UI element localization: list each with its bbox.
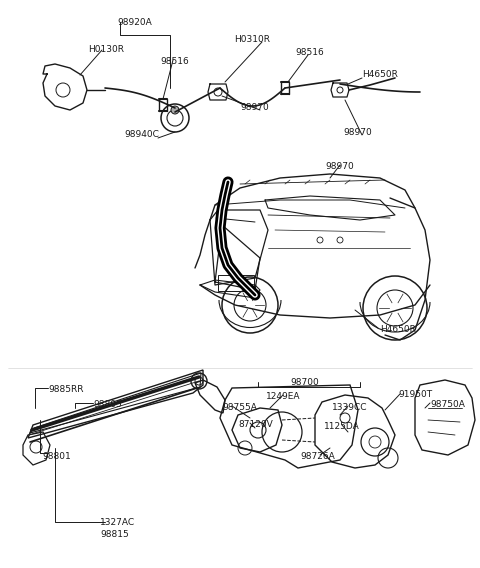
Text: 1327AC: 1327AC: [100, 518, 135, 527]
Text: H4650R: H4650R: [362, 70, 398, 79]
Text: 98726A: 98726A: [300, 452, 336, 461]
Text: 98750A: 98750A: [430, 400, 465, 409]
Text: H0130R: H0130R: [88, 45, 124, 54]
Text: 91950T: 91950T: [398, 390, 432, 399]
Text: 98516: 98516: [296, 48, 324, 57]
Text: 98815: 98815: [100, 530, 129, 539]
Text: 98970: 98970: [240, 103, 269, 112]
Circle shape: [171, 106, 179, 114]
Text: 98801: 98801: [42, 452, 71, 461]
Text: 98940C: 98940C: [125, 130, 159, 139]
Text: 98700: 98700: [290, 378, 319, 387]
Text: 87120V: 87120V: [238, 420, 273, 429]
Text: 98920A: 98920A: [118, 18, 152, 27]
Text: 98755A: 98755A: [222, 403, 257, 412]
Text: 1339CC: 1339CC: [332, 403, 368, 412]
Text: 98805: 98805: [93, 400, 122, 409]
Text: 98970: 98970: [325, 162, 354, 171]
Text: 1125DA: 1125DA: [324, 422, 360, 431]
Text: 98516: 98516: [161, 57, 190, 66]
Text: H4650R: H4650R: [380, 325, 416, 334]
Text: 1249EA: 1249EA: [266, 392, 300, 401]
Bar: [218, 275, 254, 291]
Text: H0310R: H0310R: [234, 35, 270, 44]
Text: 9885RR: 9885RR: [48, 385, 84, 394]
Text: 98970: 98970: [344, 128, 372, 137]
